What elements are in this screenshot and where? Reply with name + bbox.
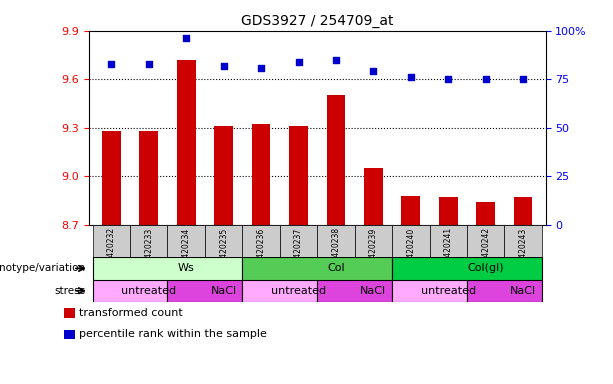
Text: genotype/variation: genotype/variation	[0, 263, 86, 273]
Bar	[355, 225, 392, 257]
Bar	[327, 95, 345, 225]
Bar	[476, 202, 495, 225]
Point	[368, 68, 378, 74]
Text: GSM420241: GSM420241	[444, 227, 453, 273]
Bar	[430, 225, 467, 257]
Point	[181, 35, 191, 41]
Point	[443, 76, 453, 82]
Bar	[504, 225, 542, 257]
Bar	[93, 257, 242, 280]
Bar	[93, 225, 130, 257]
Bar	[167, 225, 205, 257]
Bar	[467, 280, 542, 302]
Text: Ws: Ws	[178, 263, 194, 273]
Point	[144, 61, 154, 67]
Point	[406, 74, 416, 80]
Text: stress: stress	[55, 286, 86, 296]
Text: untreated: untreated	[121, 286, 177, 296]
Text: GSM420243: GSM420243	[519, 227, 528, 273]
Text: GSM420237: GSM420237	[294, 227, 303, 273]
Bar	[242, 257, 392, 280]
Title: GDS3927 / 254709_at: GDS3927 / 254709_at	[241, 14, 394, 28]
Bar	[130, 225, 167, 257]
Bar	[392, 225, 430, 257]
Bar	[215, 126, 233, 225]
Text: Col: Col	[327, 263, 345, 273]
Text: GSM420235: GSM420235	[219, 227, 228, 273]
Text: untreated: untreated	[271, 286, 326, 296]
Bar	[392, 257, 542, 280]
Bar	[64, 308, 75, 318]
Text: transformed count: transformed count	[79, 308, 183, 318]
Text: GSM420240: GSM420240	[406, 227, 416, 273]
Point	[256, 65, 266, 71]
Bar	[64, 329, 75, 339]
Bar	[467, 225, 504, 257]
Text: Col(gl): Col(gl)	[467, 263, 504, 273]
Bar	[167, 280, 242, 302]
Bar	[402, 195, 420, 225]
Point	[518, 76, 528, 82]
Point	[331, 57, 341, 63]
Bar	[439, 197, 457, 225]
Text: NaCl: NaCl	[510, 286, 536, 296]
Text: GSM420239: GSM420239	[369, 227, 378, 273]
Point	[481, 76, 490, 82]
Bar	[177, 60, 196, 225]
Point	[107, 61, 116, 67]
Text: GSM420242: GSM420242	[481, 227, 490, 273]
Text: percentile rank within the sample: percentile rank within the sample	[79, 329, 267, 339]
Text: NaCl: NaCl	[211, 286, 237, 296]
Bar	[289, 126, 308, 225]
Text: GSM420232: GSM420232	[107, 227, 116, 273]
Text: GSM420238: GSM420238	[332, 227, 340, 273]
Bar	[318, 225, 355, 257]
Bar	[242, 280, 318, 302]
Text: untreated: untreated	[421, 286, 476, 296]
Bar	[93, 280, 167, 302]
Bar	[242, 225, 280, 257]
Bar	[280, 225, 318, 257]
Bar	[364, 168, 383, 225]
Bar	[252, 124, 270, 225]
Text: GSM420234: GSM420234	[181, 227, 191, 273]
Point	[219, 63, 229, 69]
Bar	[514, 197, 533, 225]
Text: GSM420233: GSM420233	[144, 227, 153, 273]
Bar	[102, 131, 121, 225]
Text: GSM420236: GSM420236	[257, 227, 265, 273]
Point	[294, 59, 303, 65]
Bar	[392, 280, 467, 302]
Text: NaCl: NaCl	[360, 286, 386, 296]
Bar	[139, 131, 158, 225]
Bar	[318, 280, 392, 302]
Bar	[205, 225, 242, 257]
